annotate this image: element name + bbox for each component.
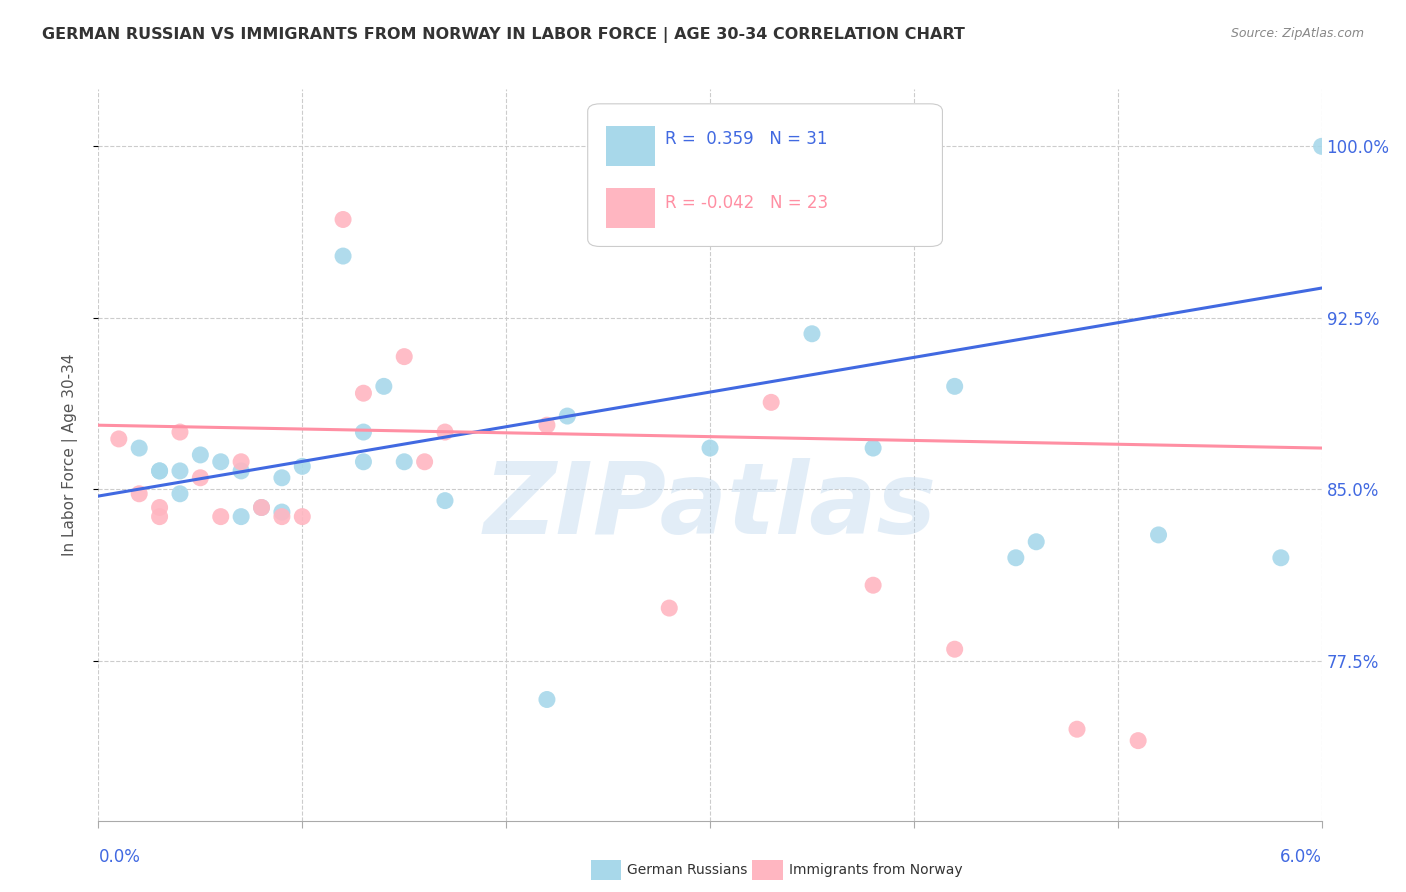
Point [658, 601, 681, 615]
Text: Source: ZipAtlas.com: Source: ZipAtlas.com [1230, 27, 1364, 40]
Point [149, 464, 172, 478]
Point [128, 487, 150, 501]
Point [270, 505, 292, 519]
Point [128, 441, 150, 455]
Text: 6.0%: 6.0% [1279, 847, 1322, 866]
Point [332, 212, 354, 227]
Point [433, 493, 456, 508]
Point [373, 379, 395, 393]
Point [231, 464, 253, 478]
Y-axis label: In Labor Force | Age 30-34: In Labor Force | Age 30-34 [62, 353, 77, 557]
Point [1128, 733, 1150, 747]
Point [250, 500, 273, 515]
FancyBboxPatch shape [606, 126, 655, 166]
Point [209, 455, 232, 469]
Point [291, 459, 314, 474]
Point [231, 455, 253, 469]
Text: GERMAN RUSSIAN VS IMMIGRANTS FROM NORWAY IN LABOR FORCE | AGE 30-34 CORRELATION : GERMAN RUSSIAN VS IMMIGRANTS FROM NORWAY… [42, 27, 965, 43]
Point [1310, 139, 1333, 153]
Point [801, 326, 824, 341]
Text: Immigrants from Norway: Immigrants from Norway [789, 863, 962, 877]
Point [392, 350, 416, 364]
FancyBboxPatch shape [588, 103, 942, 246]
FancyBboxPatch shape [606, 188, 655, 228]
Point [169, 487, 191, 501]
Point [413, 455, 436, 469]
Point [270, 471, 292, 485]
Point [862, 578, 884, 592]
Point [169, 464, 191, 478]
Point [352, 386, 374, 401]
Point [1147, 528, 1170, 542]
Text: R =  0.359   N = 31: R = 0.359 N = 31 [665, 130, 827, 148]
Point [555, 409, 579, 423]
Point [250, 500, 273, 515]
Point [536, 418, 558, 433]
Point [1066, 723, 1088, 737]
Point [536, 692, 558, 706]
Point [270, 509, 292, 524]
Point [352, 455, 374, 469]
Text: R = -0.042   N = 23: R = -0.042 N = 23 [665, 194, 828, 211]
Point [231, 509, 253, 524]
Point [1270, 550, 1292, 565]
Point [862, 441, 884, 455]
Point [332, 249, 354, 263]
Point [433, 425, 456, 439]
Point [1025, 534, 1047, 549]
Point [188, 448, 212, 462]
Point [761, 395, 783, 409]
Point [149, 509, 172, 524]
Point [209, 509, 232, 524]
Point [188, 471, 212, 485]
Point [169, 425, 191, 439]
Point [291, 509, 314, 524]
Point [352, 425, 374, 439]
Point [108, 432, 131, 446]
Text: ZIPatlas: ZIPatlas [484, 458, 936, 555]
Point [943, 642, 966, 657]
Point [761, 196, 783, 211]
Point [699, 441, 721, 455]
Text: German Russians: German Russians [627, 863, 748, 877]
Point [1004, 550, 1026, 565]
Point [392, 455, 416, 469]
Point [149, 464, 172, 478]
Point [943, 379, 966, 393]
Point [149, 500, 172, 515]
Text: 0.0%: 0.0% [98, 847, 141, 866]
